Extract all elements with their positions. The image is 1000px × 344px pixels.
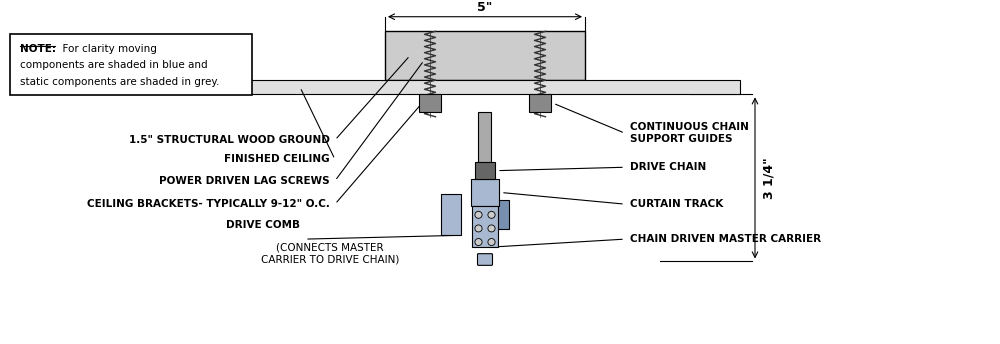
Text: 1.5" STRUCTURAL WOOD GROUND: 1.5" STRUCTURAL WOOD GROUND (129, 135, 330, 145)
Text: CHAIN DRIVEN MASTER CARRIER: CHAIN DRIVEN MASTER CARRIER (630, 234, 821, 244)
Text: NOTE:: NOTE: (20, 44, 56, 54)
Bar (493, 200, 509, 229)
Text: DRIVE CHAIN: DRIVE CHAIN (630, 162, 706, 172)
Text: components are shaded in blue and: components are shaded in blue and (20, 61, 208, 71)
Text: static components are shaded in grey.: static components are shaded in grey. (20, 77, 219, 87)
Text: DRIVE COMB: DRIVE COMB (226, 221, 300, 230)
FancyBboxPatch shape (478, 254, 492, 265)
Circle shape (488, 211, 495, 218)
Bar (385, 31, 585, 80)
Bar (529, 94, 551, 112)
Text: CONTINUOUS CHAIN
SUPPORT GUIDES: CONTINUOUS CHAIN SUPPORT GUIDES (630, 122, 749, 144)
Text: 5": 5" (477, 1, 493, 14)
Circle shape (475, 211, 482, 218)
Text: POWER DRIVEN LAG SCREWS: POWER DRIVEN LAG SCREWS (159, 176, 330, 186)
Circle shape (475, 225, 482, 232)
Circle shape (488, 238, 495, 246)
Bar (419, 94, 441, 112)
Bar (478, 112, 491, 162)
Circle shape (488, 225, 495, 232)
Bar (10, 34, 252, 95)
Bar (472, 206, 498, 247)
Text: FINISHED CEILING: FINISHED CEILING (224, 154, 330, 164)
Bar (250, 80, 740, 94)
Circle shape (475, 238, 482, 246)
Bar (471, 179, 499, 206)
Bar (441, 194, 461, 235)
Text: (CONNECTS MASTER
CARRIER TO DRIVE CHAIN): (CONNECTS MASTER CARRIER TO DRIVE CHAIN) (261, 243, 399, 265)
Bar (475, 162, 495, 179)
Text: CURTAIN TRACK: CURTAIN TRACK (630, 199, 723, 209)
Text: CEILING BRACKETS- TYPICALLY 9-12" O.C.: CEILING BRACKETS- TYPICALLY 9-12" O.C. (87, 199, 330, 209)
Text: 3 1/4": 3 1/4" (762, 157, 775, 199)
Text: For clarity moving: For clarity moving (56, 44, 157, 54)
